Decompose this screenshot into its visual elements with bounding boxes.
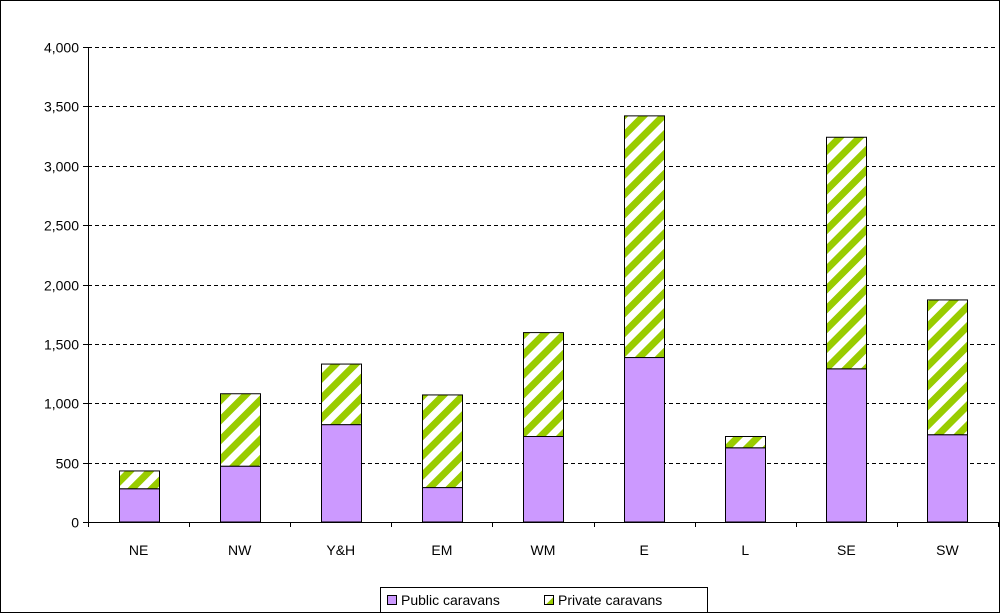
- bar-private-wm: [523, 332, 564, 437]
- bar-private-e: [624, 115, 665, 359]
- bar-private-se: [826, 136, 867, 370]
- x-tick-label: NW: [228, 542, 252, 558]
- bar-private-nw: [220, 393, 261, 467]
- x-tick-label: L: [741, 542, 749, 558]
- x-tick-label: SW: [936, 542, 959, 558]
- bar-public-yh: [321, 424, 362, 523]
- bar-private-l: [725, 436, 766, 449]
- bar-public-e: [624, 357, 665, 523]
- legend-swatch-private: [544, 595, 554, 605]
- bar-public-wm: [523, 436, 564, 523]
- y-tick-label: 2,500: [44, 218, 79, 234]
- y-tick-label: 1,500: [44, 337, 79, 353]
- bar-public-l: [725, 447, 766, 523]
- bar-public-ne: [119, 488, 160, 523]
- x-tick-label: Y&H: [326, 542, 355, 558]
- legend: Public caravans Private caravans: [380, 587, 708, 613]
- y-tick-labels: 0 500 1,000 1,500 2,000 2,500 3,000 3,500 4,000: [44, 40, 79, 531]
- bar-public-sw: [927, 434, 968, 523]
- y-tick-label: 500: [56, 456, 80, 472]
- legend-label-private: Private caravans: [558, 592, 662, 608]
- bar-public-se: [826, 368, 867, 523]
- bars: [119, 115, 968, 523]
- y-tick-label: 3,500: [44, 99, 79, 115]
- x-tick-label: E: [639, 542, 648, 558]
- x-tick-label: EM: [431, 542, 452, 558]
- bar-public-nw: [220, 465, 261, 523]
- legend-swatch-public: [387, 595, 397, 605]
- y-tick-label: 4,000: [44, 40, 79, 56]
- y-tick-label: 1,000: [44, 396, 79, 412]
- x-tick-label: WM: [531, 542, 556, 558]
- bar-private-em: [422, 394, 463, 489]
- legend-box: [380, 587, 708, 613]
- x-tick-label: SE: [837, 542, 856, 558]
- x-tick-labels: NE NW Y&H EM WM E L SE SW: [129, 542, 960, 558]
- y-tick-label: 2,000: [44, 278, 79, 294]
- bar-private-ne: [119, 470, 160, 490]
- bar-private-yh: [321, 363, 362, 426]
- bar-public-em: [422, 487, 463, 523]
- x-tick-label: NE: [129, 542, 148, 558]
- y-tick-label: 3,000: [44, 159, 79, 175]
- legend-label-public: Public caravans: [401, 592, 500, 608]
- bar-private-sw: [927, 299, 968, 436]
- y-tick-label: 0: [71, 515, 79, 531]
